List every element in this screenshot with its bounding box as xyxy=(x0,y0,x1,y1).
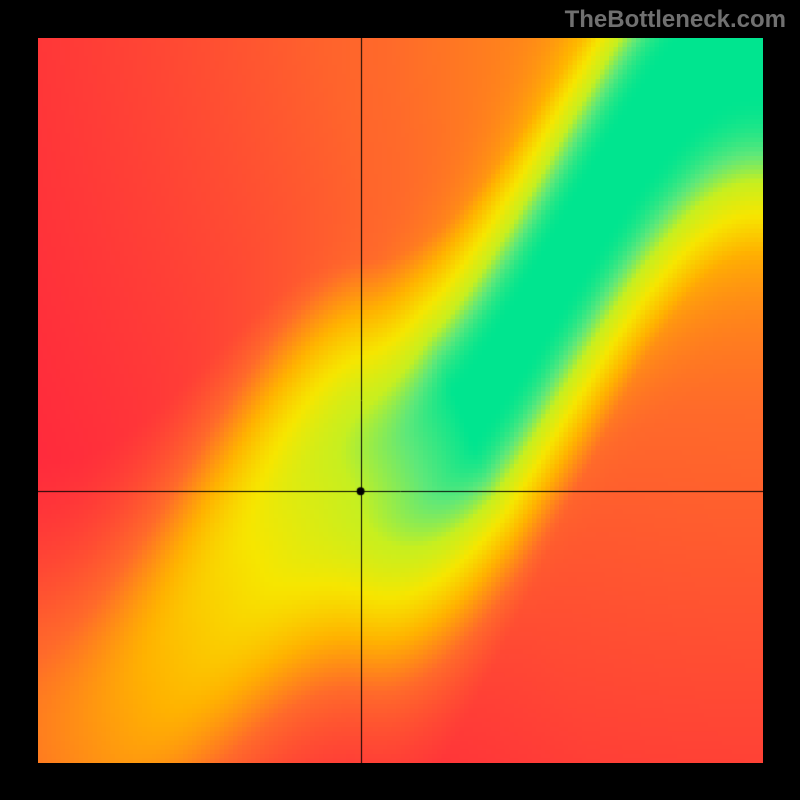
crosshair-overlay xyxy=(38,38,763,763)
chart-container: { "watermark": { "text": "TheBottleneck.… xyxy=(0,0,800,800)
watermark-text: TheBottleneck.com xyxy=(565,6,786,34)
